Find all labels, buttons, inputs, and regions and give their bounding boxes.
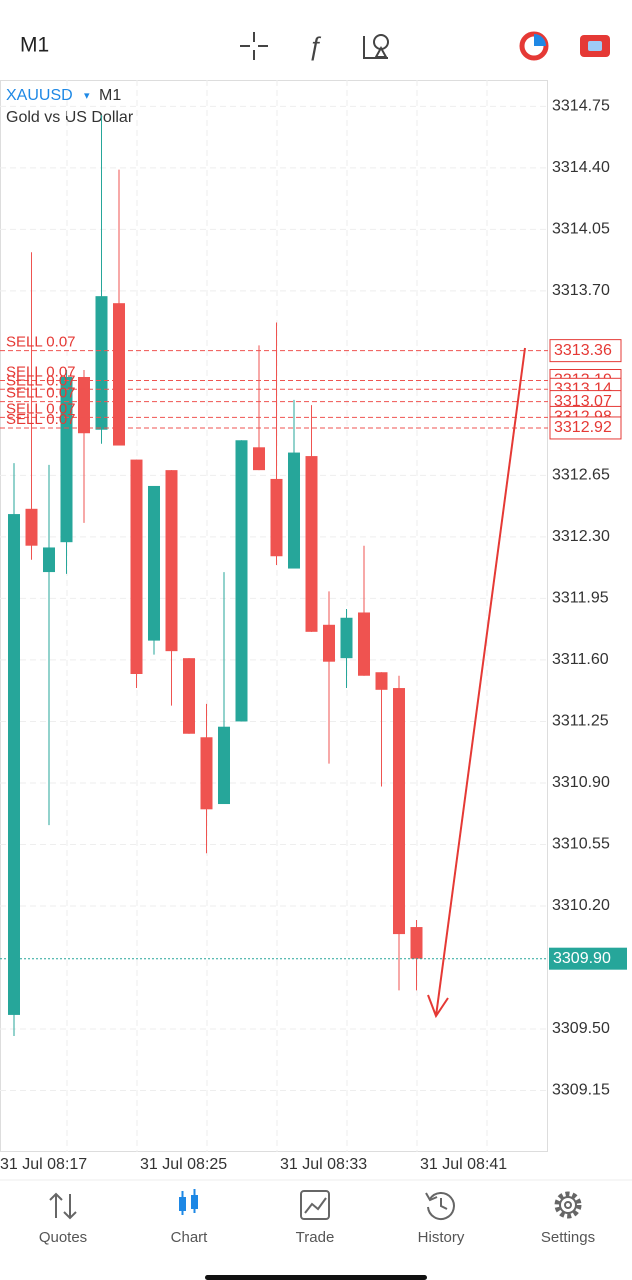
chart-frame — [0, 80, 548, 1152]
current-price: 3309.90 — [553, 950, 611, 967]
tab-label[interactable]: Trade — [296, 1229, 335, 1246]
candle-body — [60, 376, 73, 543]
signal-icon[interactable] — [519, 31, 549, 61]
order-price: 3312.92 — [554, 419, 612, 436]
candle-body — [165, 470, 178, 652]
order-label: SELL 0.07 — [6, 334, 76, 351]
candle-body — [148, 485, 160, 641]
drawn-arrow — [427, 347, 526, 1019]
candle-body — [183, 658, 195, 734]
candle-body — [218, 726, 230, 805]
timeframe-button[interactable]: M1 — [20, 34, 49, 57]
objects-icon[interactable] — [363, 34, 389, 59]
candle-body — [235, 440, 248, 722]
candle-body — [200, 737, 213, 810]
candle-body — [253, 447, 265, 471]
candle-body — [270, 478, 283, 557]
order-label: SELL 0.07 — [6, 411, 76, 428]
y-tick-label: 3309.15 — [552, 1082, 610, 1099]
y-tick-label: 3312.30 — [552, 528, 610, 545]
quotes-icon[interactable] — [49, 1192, 77, 1220]
order-price: 3313.36 — [554, 342, 612, 359]
candle-body — [8, 514, 20, 1015]
candle-body — [113, 303, 125, 446]
tab-label[interactable]: History — [418, 1229, 465, 1246]
y-tick-label: 3311.25 — [552, 713, 609, 730]
current-price-box — [549, 947, 627, 970]
y-tick-label: 3314.75 — [552, 98, 610, 115]
order-price-box — [549, 339, 622, 363]
y-tick-label: 3314.05 — [552, 221, 610, 238]
candle-body — [130, 459, 143, 674]
tab-label[interactable]: Chart — [171, 1229, 209, 1246]
y-tick-label: 3310.90 — [552, 774, 610, 791]
y-tick-label: 3314.40 — [552, 159, 610, 176]
trade-icon[interactable] — [300, 1190, 330, 1220]
indicators-icon[interactable]: ƒ — [308, 31, 322, 61]
candle-body — [323, 624, 335, 662]
order-label: SELL 0.07 — [6, 372, 76, 389]
tab-label[interactable]: Settings — [541, 1229, 595, 1246]
x-tick-label: 31 Jul 08:41 — [420, 1156, 507, 1173]
crosshair-icon[interactable] — [240, 32, 268, 60]
order-label: SELL 0.07 — [6, 363, 76, 380]
x-tick-label: 31 Jul 08:17 — [0, 1156, 87, 1173]
symbol-description: Gold vs US Dollar — [6, 109, 134, 126]
order-price-box — [549, 416, 622, 440]
order-price: 3313.07 — [554, 393, 612, 410]
x-tick-label: 31 Jul 08:25 — [140, 1156, 227, 1173]
symbol[interactable]: XAUUSD — [6, 87, 73, 104]
candle-body — [305, 456, 318, 632]
chart-icon[interactable] — [179, 1189, 198, 1215]
account-icon[interactable] — [580, 35, 610, 57]
candle-body — [393, 688, 405, 935]
y-tick-label: 3310.55 — [552, 836, 610, 853]
candle-body — [95, 296, 108, 430]
y-tick-label: 3313.70 — [552, 282, 610, 299]
tab-bar: Quotes Chart Trade History Settings — [39, 1229, 595, 1246]
home-indicator — [205, 1275, 427, 1280]
candle-body — [78, 376, 90, 434]
order-label: SELL 0.07 — [6, 385, 76, 402]
candle-body — [288, 452, 300, 569]
y-tick-label: 3309.50 — [552, 1020, 610, 1037]
candle-body — [410, 927, 423, 959]
y-tick-label: 3311.60 — [552, 651, 609, 668]
candle-body — [25, 508, 38, 546]
symbol-dropdown[interactable]: ▾ — [84, 90, 90, 102]
y-tick-label: 3310.20 — [552, 897, 610, 914]
order-label: SELL 0.07 — [6, 400, 76, 417]
candle-body — [43, 547, 55, 573]
x-tick-label: 31 Jul 08:33 — [280, 1156, 367, 1173]
y-tick-label: 3311.95 — [552, 590, 609, 607]
candle-body — [358, 612, 370, 676]
plot: 3314.75 3314.40 3314.05 3313.70 3312.65 3312.… — [0, 80, 627, 1173]
history-icon[interactable] — [425, 1192, 455, 1220]
chart-timeframe: M1 — [99, 87, 121, 104]
settings-icon[interactable] — [554, 1191, 582, 1219]
tab-label[interactable]: Quotes — [39, 1229, 87, 1246]
candle-body — [340, 617, 353, 659]
candle-body — [375, 672, 388, 690]
y-tick-label: 3312.65 — [552, 467, 610, 484]
